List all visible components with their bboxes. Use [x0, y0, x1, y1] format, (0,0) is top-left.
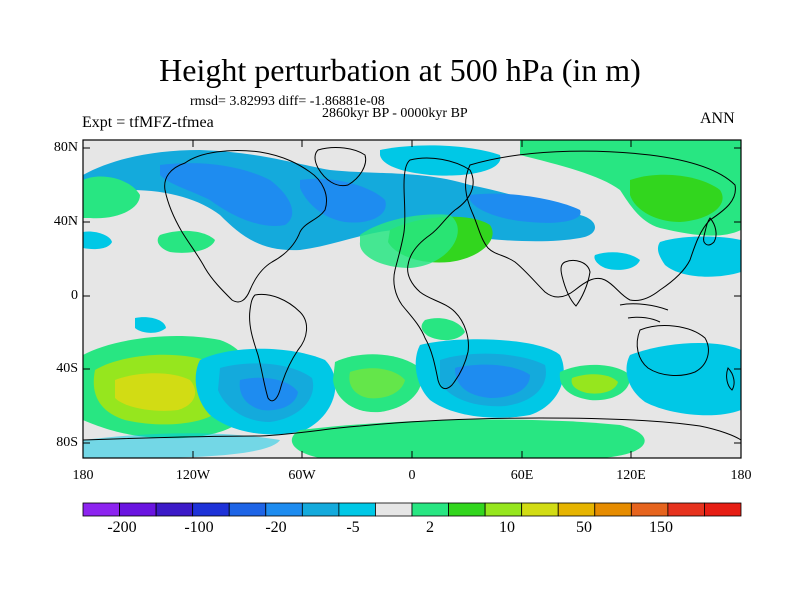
colorbar-swatch	[192, 502, 230, 517]
coast-north-america	[164, 150, 327, 303]
lon-tick-label: 60E	[510, 468, 534, 483]
colorbar-label: -100	[184, 519, 214, 536]
contour-pos-atlantic-ring	[359, 214, 458, 268]
contour-pos-tropic-africa	[421, 318, 465, 341]
lon-tick-label: 0	[408, 468, 416, 483]
colorbar-swatch	[630, 502, 669, 517]
colorbar-swatch	[704, 502, 742, 517]
coast-south-america	[249, 293, 307, 402]
colorbar-swatch	[119, 502, 157, 517]
lat-tick-label: 40N	[53, 214, 78, 229]
colorbar-label: 50	[576, 519, 592, 536]
colorbar-swatch	[557, 502, 596, 517]
coast-japan	[703, 217, 717, 246]
contour-pos-south-pacific-inner	[115, 373, 196, 411]
contour-neg-arctic	[380, 145, 501, 176]
tick-marks	[82, 140, 742, 458]
colorbar-swatch	[521, 502, 559, 517]
stats-line: rmsd= 3.82993 diff= -1.86881e-08	[190, 94, 385, 109]
coast-europe-africa	[393, 157, 474, 390]
contour-pos-east-asia	[630, 174, 723, 222]
colorbar-label: -5	[346, 519, 360, 536]
colorbar-swatch	[82, 502, 120, 517]
contour-pos-south-indian-east-inner	[571, 374, 618, 394]
contour-map	[83, 140, 741, 458]
lon-tick-label: 60W	[288, 468, 316, 483]
colorbar-swatch	[301, 502, 340, 517]
coast-india	[560, 259, 591, 307]
coast-nz	[726, 367, 735, 391]
contour-pos-indian	[594, 252, 640, 270]
colorbar-label: -20	[265, 519, 287, 536]
lon-tick-label: 180	[730, 468, 752, 483]
colorbar-swatch	[448, 502, 486, 517]
colorbar-label: 10	[499, 519, 515, 536]
contour-neg-tropic-pacific	[135, 317, 166, 333]
season-label: ANN	[700, 110, 735, 127]
contour-neg-south-indian-inner	[455, 364, 530, 398]
colorbar-swatch	[375, 502, 413, 517]
colorbar-label: 2	[426, 519, 434, 536]
experiment-label: Expt = tfMFZ-tfmea	[82, 114, 214, 131]
colorbar-swatch	[338, 502, 376, 517]
lon-tick-label: 120E	[616, 468, 646, 483]
lat-tick-label: 80N	[53, 140, 78, 155]
contour-neg-south-america-inner	[239, 377, 298, 411]
colorbar-swatch	[594, 502, 632, 517]
contour-pos-pacific-mid	[157, 230, 215, 253]
coast-australia	[636, 325, 709, 376]
colorbar-swatch	[667, 502, 705, 517]
coastlines	[83, 147, 741, 441]
contour-pos-south-atlantic-inner	[349, 368, 405, 399]
contour-pos-antarctic	[291, 419, 645, 458]
lat-tick-label: 40S	[56, 361, 78, 376]
colorbar-label: 150	[649, 519, 673, 536]
colorbar-swatch	[155, 502, 194, 517]
contour-neg-antarctic-west	[83, 433, 280, 458]
period-label: 2860kyr BP - 0000kyr BP	[322, 106, 468, 121]
colorbar	[82, 502, 742, 517]
lon-tick-label: 180	[72, 468, 94, 483]
contour-neg-w-pacific-lat	[83, 231, 112, 250]
colorbar-swatch	[228, 502, 267, 517]
lat-tick-label: 80S	[56, 435, 78, 450]
lon-tick-label: 120W	[175, 468, 211, 483]
coast-asia	[465, 150, 736, 301]
contour-neg-south-pacific-east	[626, 343, 741, 416]
colorbar-label: -200	[107, 519, 137, 536]
coast-antarctica	[83, 417, 741, 441]
coast-greenland	[314, 147, 367, 187]
contour-neg-north-america	[160, 163, 293, 226]
colorbar-swatch	[265, 502, 303, 517]
contour-neg-labrador	[300, 178, 386, 223]
colorbar-swatch	[411, 502, 449, 517]
contour-pos-west-pacific	[83, 176, 140, 219]
coast-indonesia	[619, 303, 669, 323]
contour-neg-eurasia	[470, 193, 581, 223]
lat-tick-label: 0	[71, 288, 78, 303]
colorbar-swatch	[484, 502, 523, 517]
contour-neg-east-pacific-nh	[657, 236, 741, 277]
plot-title: Height perturbation at 500 hPa (in m)	[159, 52, 641, 88]
